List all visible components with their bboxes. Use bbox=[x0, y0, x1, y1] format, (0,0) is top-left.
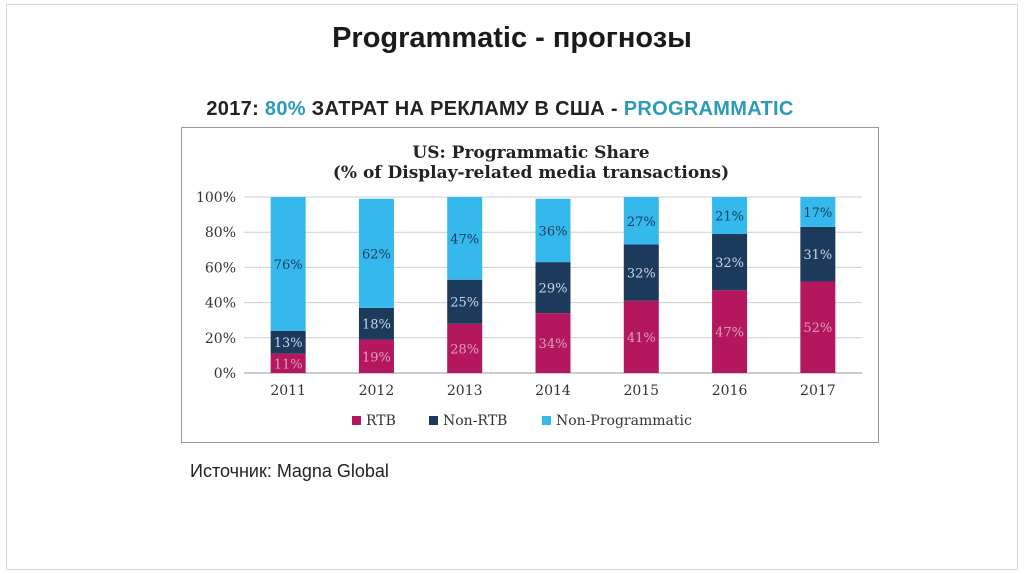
x-tick-label: 2016 bbox=[712, 383, 748, 399]
chart-x-axis: 2011 2012 2013 2014 2015 2016 2017 bbox=[270, 383, 835, 399]
bar-rtb-2013 bbox=[447, 323, 483, 373]
chart-legend: RTB Non-RTB Non-Programmatic bbox=[352, 413, 692, 429]
subtitle-middle: ЗАТРАТ НА РЕКЛАМУ В США - bbox=[305, 98, 624, 120]
legend-label: RTB bbox=[366, 413, 396, 429]
bar-non-programmatic-2012 bbox=[358, 198, 394, 308]
data-label: 25% bbox=[450, 296, 479, 311]
bar-non-programmatic-2011 bbox=[270, 197, 306, 331]
legend-label: Non-RTB bbox=[443, 413, 507, 429]
y-tick-label: 20% bbox=[205, 331, 236, 347]
slide-frame bbox=[6, 4, 1018, 570]
data-label: 11% bbox=[274, 357, 303, 372]
bar-rtb-2015 bbox=[623, 300, 659, 373]
bar-rtb-2016 bbox=[712, 290, 748, 373]
slide-title: Programmatic - прогнозы bbox=[332, 22, 692, 54]
source-note: Источник: Magna Global bbox=[190, 461, 389, 481]
subtitle-percent: 80% bbox=[264, 98, 306, 120]
data-label: 76% bbox=[274, 258, 303, 273]
data-label: 18% bbox=[362, 318, 391, 333]
bar-rtb-2012 bbox=[358, 339, 394, 373]
subtitle-prefix: 2017: bbox=[206, 98, 265, 120]
y-tick-label: 60% bbox=[205, 260, 236, 276]
data-label: 36% bbox=[539, 224, 568, 239]
x-tick-label: 2015 bbox=[623, 383, 659, 399]
y-tick-label: 100% bbox=[196, 190, 236, 206]
chart-bars: 11% 13% 76% 19% 18% 62% 28% 25% 47% 34% 29% 36% 41% 3… bbox=[270, 197, 836, 373]
bar-non-programmatic-2016 bbox=[712, 197, 748, 234]
bar-non-rtb-2017 bbox=[800, 226, 836, 282]
data-label: 28% bbox=[450, 342, 479, 357]
bar-non-rtb-2013 bbox=[447, 279, 483, 324]
data-label: 21% bbox=[715, 209, 744, 224]
legend-swatch bbox=[429, 416, 438, 425]
chart-container: US: Programmatic Share (% of Display-rel… bbox=[181, 127, 879, 443]
data-label: 52% bbox=[803, 321, 832, 336]
x-tick-label: 2017 bbox=[800, 383, 836, 399]
stacked-bar-chart: US: Programmatic Share (% of Display-rel… bbox=[196, 143, 862, 429]
bar-non-programmatic-2014 bbox=[535, 198, 571, 263]
bar-non-rtb-2011 bbox=[270, 330, 306, 354]
x-tick-label: 2011 bbox=[270, 383, 306, 399]
data-label: 29% bbox=[539, 282, 568, 297]
slide-subtitle: 2017: 80% ЗАТРАТ НА РЕКЛАМУ В США - PROG… bbox=[0, 98, 1000, 121]
chart-title: US: Programmatic Share bbox=[412, 143, 649, 163]
x-tick-label: 2014 bbox=[535, 383, 571, 399]
data-label: 34% bbox=[539, 337, 568, 352]
data-label: 13% bbox=[274, 336, 303, 351]
bar-rtb-2014 bbox=[535, 313, 571, 373]
chart-subtitle: (% of Display-related media transactions… bbox=[333, 163, 729, 183]
data-label: 31% bbox=[803, 248, 832, 263]
data-label: 32% bbox=[627, 267, 656, 282]
bar-non-rtb-2015 bbox=[623, 244, 659, 301]
data-label: 17% bbox=[803, 206, 832, 221]
bar-rtb-2011 bbox=[270, 353, 306, 373]
bar-non-rtb-2012 bbox=[358, 307, 394, 340]
legend-swatch bbox=[542, 416, 551, 425]
x-tick-label: 2013 bbox=[447, 383, 483, 399]
data-label: 27% bbox=[627, 215, 656, 230]
data-label: 47% bbox=[450, 232, 479, 247]
data-label: 62% bbox=[362, 247, 391, 262]
data-label: 41% bbox=[627, 331, 656, 346]
bar-non-programmatic-2017 bbox=[800, 197, 836, 227]
bar-non-rtb-2016 bbox=[712, 233, 748, 291]
bar-non-rtb-2014 bbox=[535, 262, 571, 314]
y-tick-label: 80% bbox=[205, 225, 236, 241]
data-label: 47% bbox=[715, 326, 744, 341]
data-label: 32% bbox=[715, 256, 744, 271]
bar-non-programmatic-2013 bbox=[447, 197, 483, 280]
bar-rtb-2017 bbox=[800, 281, 836, 373]
bar-non-programmatic-2015 bbox=[623, 197, 659, 245]
subtitle-programmatic: PROGRAMMATIC bbox=[623, 98, 794, 120]
y-tick-label: 40% bbox=[205, 296, 236, 312]
legend-label: Non-Programmatic bbox=[556, 413, 692, 429]
legend-swatch bbox=[352, 416, 361, 425]
x-tick-label: 2012 bbox=[359, 383, 395, 399]
y-tick-label: 0% bbox=[214, 366, 236, 382]
data-label: 19% bbox=[362, 350, 391, 365]
